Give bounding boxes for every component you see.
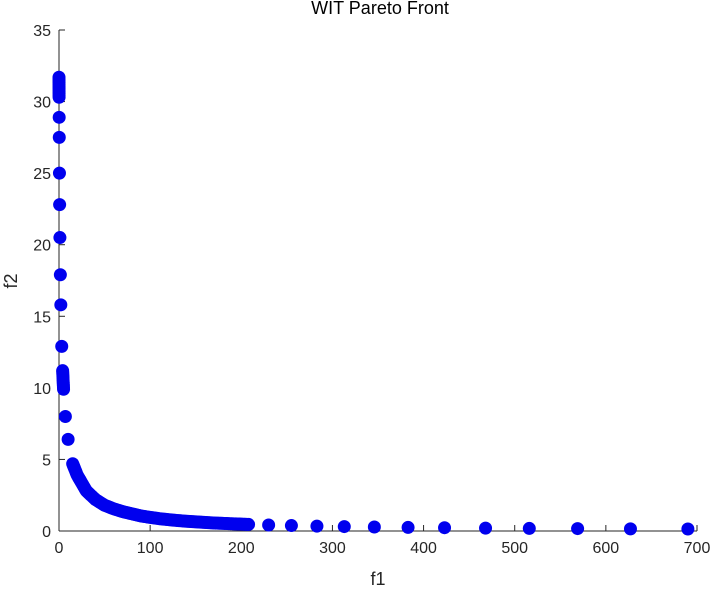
- data-point: [52, 110, 66, 124]
- y-tick-label: 10: [33, 381, 51, 398]
- y-tick-label: 25: [33, 166, 51, 183]
- y-axis-label: f2: [1, 273, 21, 288]
- chart-title: WIT Pareto Front: [311, 0, 449, 18]
- data-point: [61, 432, 75, 446]
- x-tick-label: 600: [593, 540, 620, 557]
- data-point: [401, 520, 415, 534]
- x-tick-label: 300: [319, 540, 346, 557]
- data-point: [310, 519, 324, 533]
- data-point: [262, 518, 276, 532]
- x-axis-ticks: 0 100 200 300 400 500 600 700: [55, 525, 711, 557]
- x-tick-label: 500: [501, 540, 528, 557]
- y-tick-label: 30: [33, 95, 51, 112]
- data-point: [479, 521, 493, 535]
- data-point: [522, 521, 536, 535]
- data-point: [58, 409, 72, 423]
- y-tick-label: 35: [33, 23, 51, 40]
- x-tick-label: 100: [137, 540, 164, 557]
- data-point: [53, 268, 67, 282]
- y-tick-label: 15: [33, 309, 51, 326]
- y-tick-label: 20: [33, 238, 51, 255]
- data-point: [284, 519, 298, 533]
- y-tick-label: 0: [42, 524, 51, 541]
- x-tick-label: 400: [410, 540, 437, 557]
- data-point: [367, 520, 381, 534]
- x-tick-label: 200: [228, 540, 255, 557]
- data-point: [57, 382, 71, 396]
- data-point: [571, 522, 585, 536]
- data-point: [438, 521, 452, 535]
- data-point: [54, 298, 68, 312]
- y-tick-label: 5: [42, 452, 51, 469]
- data-point: [681, 522, 695, 536]
- data-point: [52, 166, 66, 180]
- data-point: [242, 517, 256, 531]
- scatter-points: [52, 70, 695, 536]
- data-point: [53, 231, 67, 245]
- data-point: [623, 522, 637, 536]
- data-point: [52, 130, 66, 144]
- y-axis-ticks: 0 5 10 15 20 25 30 35: [33, 23, 65, 541]
- data-point: [53, 198, 67, 212]
- x-axis-label: f1: [370, 569, 385, 589]
- data-point: [52, 90, 66, 104]
- x-tick-label: 0: [55, 540, 64, 557]
- data-point: [337, 520, 351, 534]
- data-point: [55, 339, 69, 353]
- x-tick-label: 700: [684, 540, 711, 557]
